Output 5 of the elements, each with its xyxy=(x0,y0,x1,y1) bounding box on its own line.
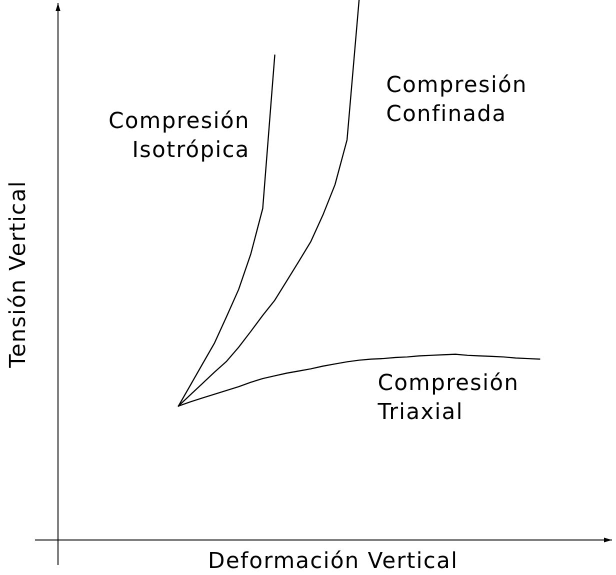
series-label: Compresión Isotrópica xyxy=(108,109,250,164)
x-axis-title: Deformación Vertical xyxy=(208,549,458,574)
y-axis-title: Tensión Vertical xyxy=(6,180,31,369)
series-label: Compresión Triaxial xyxy=(376,371,520,426)
series-label: Compresión Confinada xyxy=(386,73,528,127)
